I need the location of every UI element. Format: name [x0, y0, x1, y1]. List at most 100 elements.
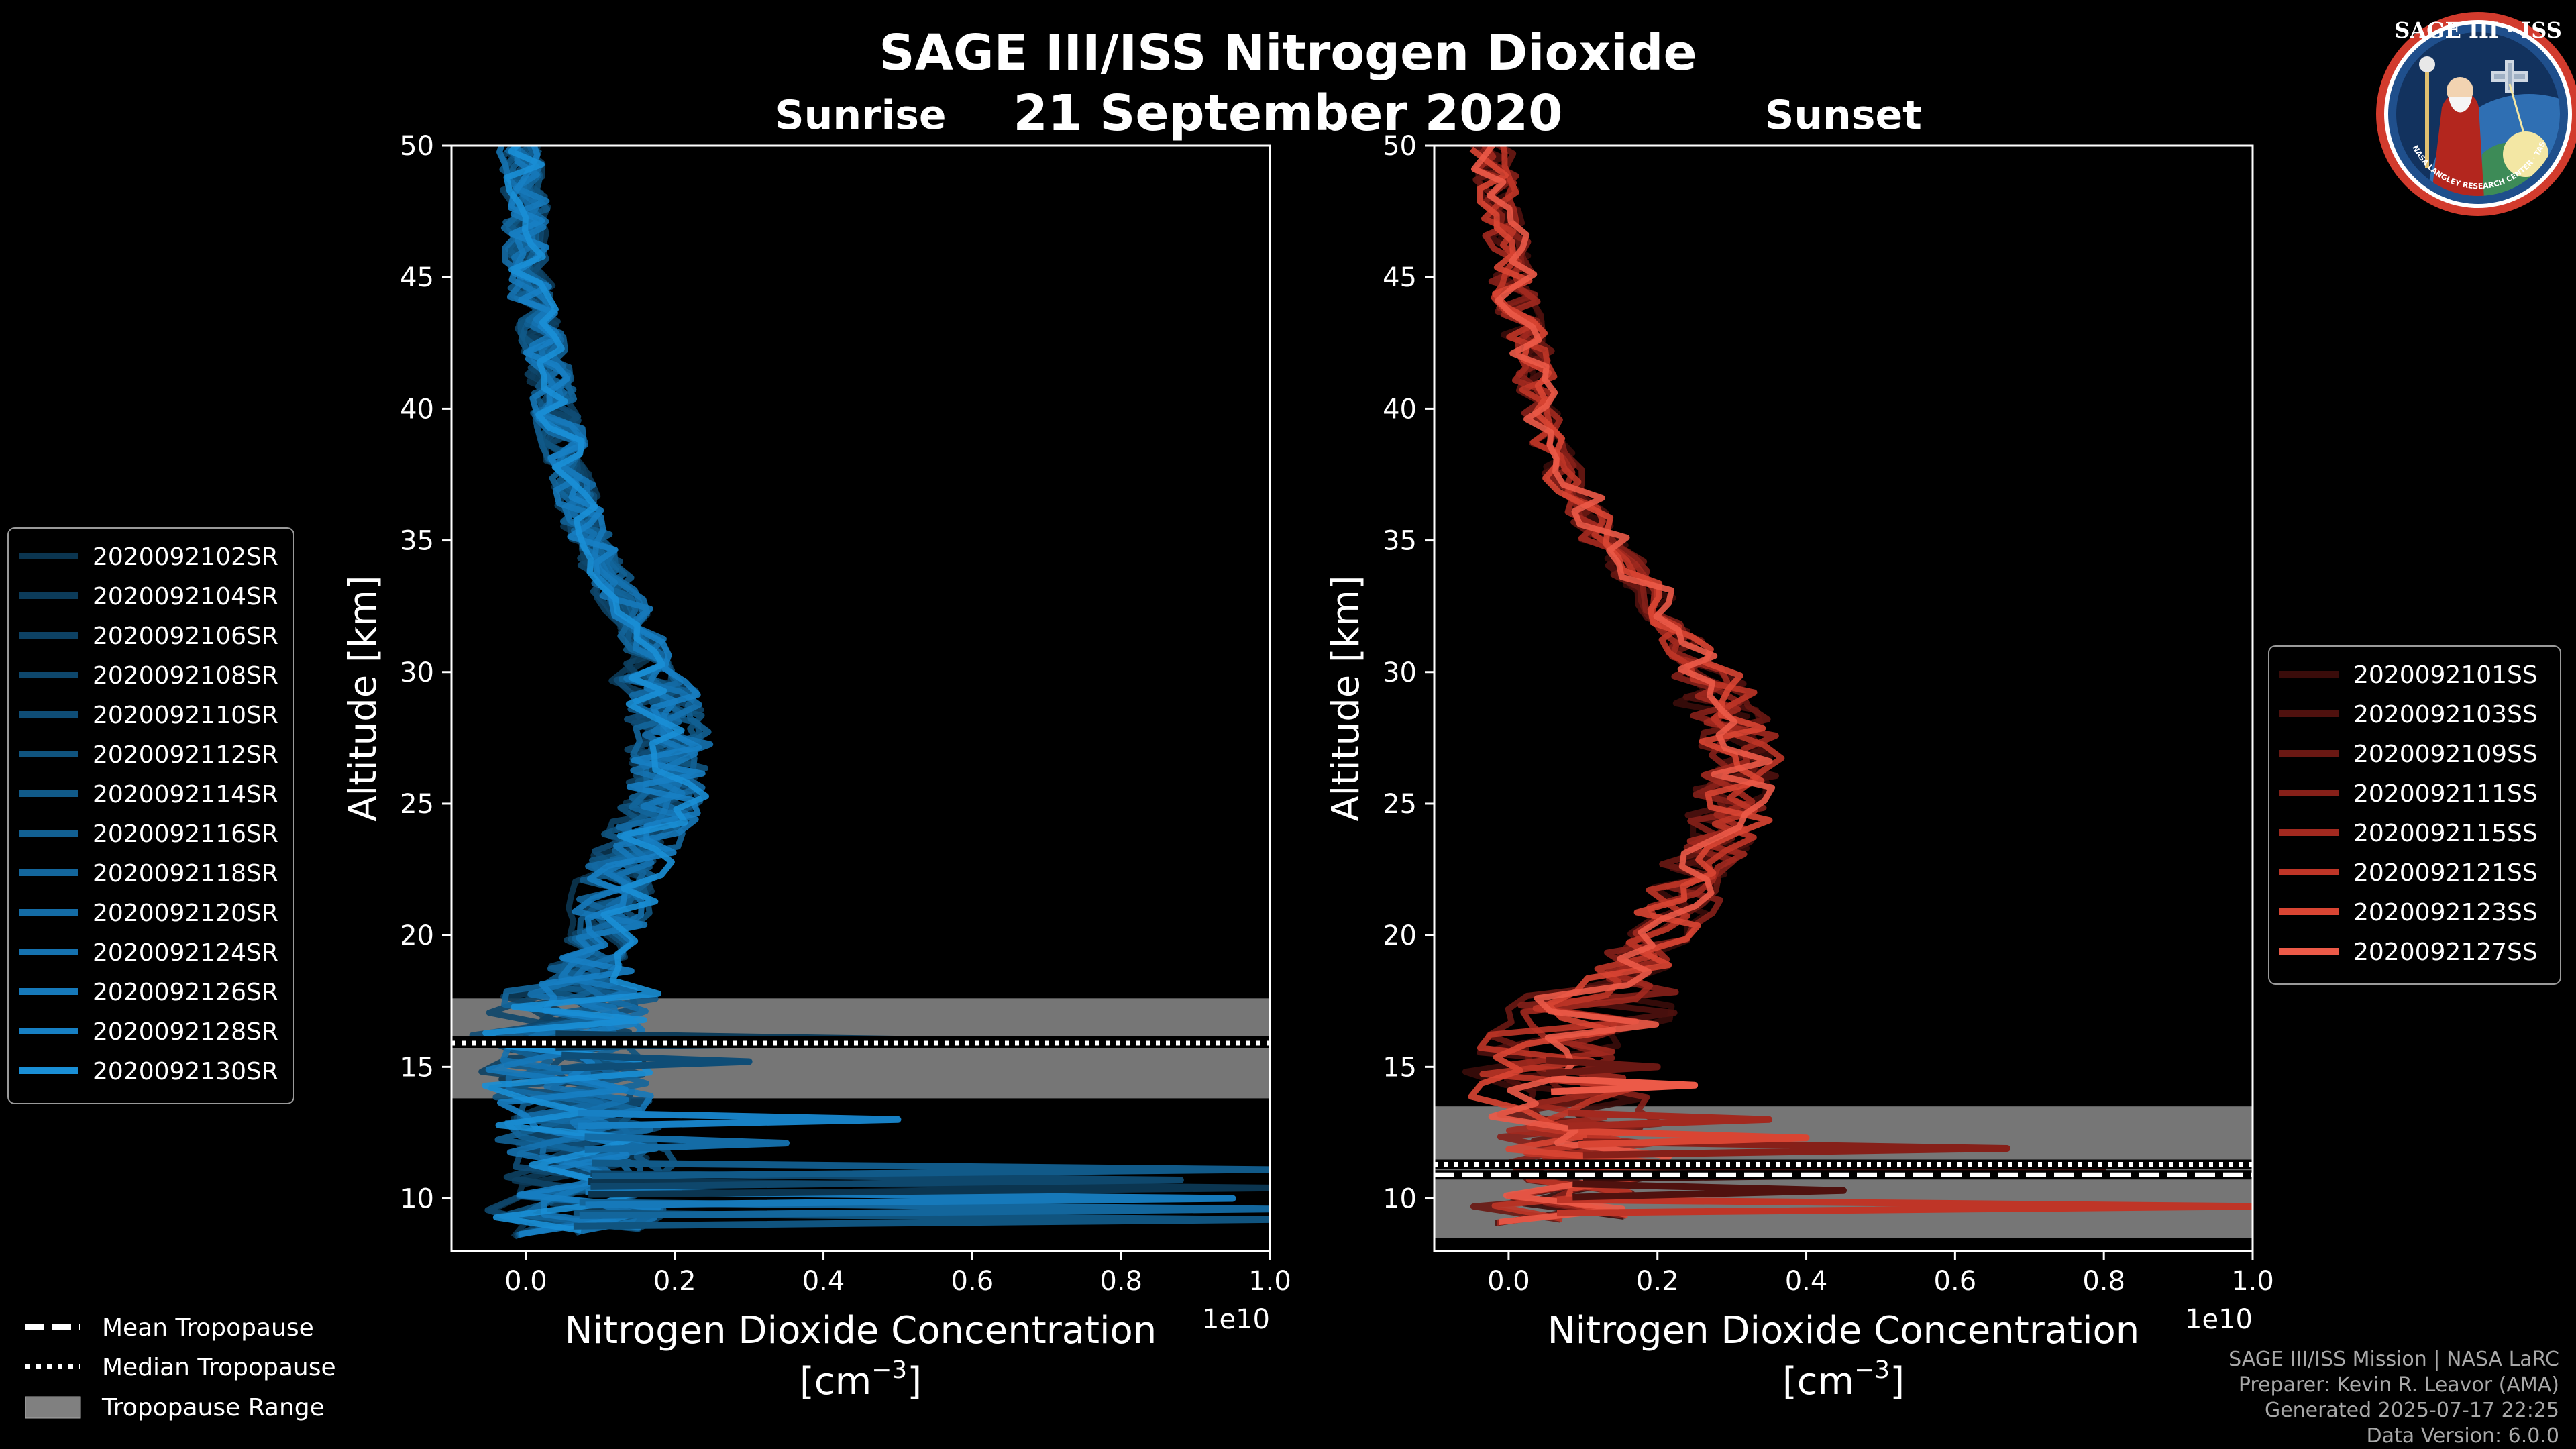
- sunrise-x-tick-label: 0.0: [504, 1266, 547, 1297]
- sunrise-profile-spike: [592, 1159, 1270, 1180]
- sunset-profile-spike: [1550, 1075, 1699, 1095]
- sunrise-x-tick-label: 1.0: [1248, 1266, 1291, 1297]
- sunset-legend-entry: 2020092123SS: [2353, 899, 2538, 926]
- sunrise-legend-entry: 2020092108SR: [93, 662, 278, 690]
- sunrise-legend-box: [7, 527, 294, 1104]
- sunrise-legend-entry: 2020092128SR: [93, 1018, 278, 1046]
- sunset-y-tick-label: 30: [1383, 657, 1417, 688]
- sunrise-panel: Sunrise 0.0 0.2 0.4 0.6 0.8 1.0 10 15 20 25 30 35 4…: [341, 92, 1291, 1403]
- sunset-legend-box: [2268, 645, 2561, 985]
- credit-line-generated: Generated 2025-07-17 22:25: [2265, 1399, 2559, 1422]
- tropopause-range-label: Tropopause Range: [101, 1394, 325, 1421]
- sunrise-legend-entry: 2020092124SR: [93, 939, 278, 967]
- sunset-y-tick-label: 40: [1383, 394, 1417, 425]
- tropopause-legend: Mean Tropopause Median Tropopause Tropop…: [25, 1314, 336, 1421]
- sunrise-legend-entry: 2020092120SR: [93, 900, 278, 927]
- sunset-y-tick-label: 35: [1383, 526, 1417, 557]
- sunset-x-axis-label: Nitrogen Dioxide Concentration: [1548, 1309, 2140, 1352]
- sunrise-x-tick-label: 0.2: [653, 1266, 696, 1297]
- sunrise-y-tick-label: 50: [400, 131, 434, 162]
- credit-line-preparer: Preparer: Kevin R. Leavor (AMA): [2239, 1373, 2559, 1397]
- sunset-axes-frame: [1433, 144, 2254, 1252]
- sunrise-legend-entry: 2020092114SR: [93, 781, 278, 808]
- sunset-legend-entry: 2020092109SS: [2353, 741, 2538, 768]
- badge-mission-name: SAGE III · ISS: [2394, 17, 2562, 43]
- figure-date: 21 September 2020: [1013, 85, 1562, 142]
- figure-title: SAGE III/ISS Nitrogen Dioxide: [879, 24, 1697, 82]
- sunset-profile-2020092127SS: [1471, 146, 1776, 1225]
- sunrise-x-axis-label: Nitrogen Dioxide Concentration: [565, 1309, 1157, 1352]
- sunrise-axes-frame: [450, 144, 1271, 1252]
- sunset-legend-entry: 2020092115SS: [2353, 820, 2538, 847]
- sunrise-legend-entry: 2020092106SR: [93, 623, 278, 650]
- sunset-y-tick-label: 50: [1383, 131, 1417, 162]
- sunset-title: Sunset: [1765, 92, 1922, 139]
- sunrise-y-tick-label: 25: [400, 789, 434, 820]
- sunrise-profile-spike: [578, 1110, 902, 1130]
- sunrise-y-tick-label: 40: [400, 394, 434, 425]
- sunrise-x-ticks: 0.0 0.2 0.4 0.6 0.8 1.0: [504, 1251, 1291, 1297]
- sunset-y-tick-label: 45: [1383, 262, 1417, 293]
- sunset-plot-area: [1434, 146, 2253, 1238]
- sunset-y-axis-label: Altitude [km]: [1324, 575, 1368, 821]
- sunset-y-tick-label: 25: [1383, 789, 1417, 820]
- sunset-legend-entry: 2020092111SS: [2353, 780, 2538, 808]
- sunrise-y-tick-label: 30: [400, 657, 434, 688]
- sunset-x-tick-label: 0.2: [1636, 1266, 1679, 1297]
- sunrise-legend-entry: 2020092116SR: [93, 820, 278, 848]
- credit-line-version: Data Version: 6.0.0: [2367, 1424, 2559, 1448]
- sunset-x-tick-label: 0.0: [1487, 1266, 1530, 1297]
- sunrise-title: Sunrise: [775, 92, 946, 139]
- sunrise-legend-entry: 2020092126SR: [93, 979, 278, 1006]
- sunset-profile-spike: [1572, 1180, 1847, 1201]
- sunset-profile-spike: [1578, 1128, 1810, 1148]
- sunrise-x-tick-label: 0.6: [951, 1266, 994, 1297]
- sunset-profile-spike: [1556, 1196, 2253, 1217]
- sunrise-y-tick-label: 15: [400, 1052, 434, 1083]
- sunrise-y-tick-label: 10: [400, 1184, 434, 1215]
- sunset-legend-entry: 2020092103SS: [2353, 701, 2538, 729]
- sunrise-legend: 2020092102SR 2020092104SR 2020092106SR 2020…: [7, 527, 294, 1104]
- sunrise-x-axis-unit: [cm−3]: [800, 1356, 922, 1403]
- tropopause-range-swatch: [25, 1396, 81, 1419]
- sunrise-legend-entry: 2020092112SR: [93, 741, 278, 769]
- sunset-x-axis-unit: [cm−3]: [1782, 1356, 1904, 1403]
- sunrise-x-tick-label: 0.8: [1099, 1266, 1142, 1297]
- sunrise-legend-entry: 2020092102SR: [93, 543, 278, 571]
- sunset-profile-spike: [1546, 1057, 1661, 1077]
- sunrise-legend-entry: 2020092130SR: [93, 1058, 278, 1085]
- sunrise-legend-entry: 2020092104SR: [93, 583, 278, 610]
- sunset-profile-spike: [1568, 1110, 1773, 1130]
- sunset-legend-entry: 2020092121SS: [2353, 859, 2538, 887]
- sunrise-y-ticks: 10 15 20 25 30 35 40 45 50: [400, 131, 451, 1215]
- mean-tropopause-label: Mean Tropopause: [102, 1314, 314, 1342]
- sunrise-y-tick-label: 20: [400, 920, 434, 951]
- sunset-x-tick-label: 0.8: [2082, 1266, 2125, 1297]
- sunset-x-tick-label: 0.6: [1934, 1266, 1977, 1297]
- sunset-y-ticks: 10 15 20 25 30 35 40 45 50: [1383, 131, 1434, 1215]
- sunrise-profile-spike: [561, 1051, 753, 1072]
- sunset-y-tick-label: 10: [1383, 1184, 1417, 1215]
- credit-line-mission: SAGE III/ISS Mission | NASA LaRC: [2229, 1348, 2559, 1371]
- sunrise-profile-2020092130SR: [482, 146, 709, 1234]
- sunset-legend-entry: 2020092101SS: [2353, 661, 2538, 689]
- sunrise-y-tick-label: 35: [400, 526, 434, 557]
- sunset-y-tick-label: 20: [1383, 920, 1417, 951]
- sunset-profile-spike: [1582, 1138, 2010, 1159]
- sunrise-plot-area: [451, 146, 1270, 1240]
- sunset-x-tick-label: 1.0: [2231, 1266, 2274, 1297]
- sunrise-y-axis-label: Altitude [km]: [341, 575, 385, 821]
- sunrise-x-tick-label: 0.4: [802, 1266, 845, 1297]
- sunrise-offset-text: 1e10: [1202, 1304, 1270, 1335]
- credits: SAGE III/ISS Mission | NASA LaRC Prepare…: [2229, 1348, 2559, 1448]
- sunset-x-tick-label: 0.4: [1785, 1266, 1828, 1297]
- sunset-panel: Sunset 0.0 0.2 0.4 0.6 0.8 1.0 10 15 20 25 30 35 40…: [1324, 92, 2274, 1403]
- sunrise-legend-entry: 2020092110SR: [93, 702, 278, 729]
- sunset-offset-text: 1e10: [2185, 1304, 2253, 1335]
- median-tropopause-label: Median Tropopause: [102, 1354, 336, 1381]
- sunrise-legend-entry: 2020092118SR: [93, 860, 278, 888]
- sunset-legend: 2020092101SS 2020092103SS 2020092109SS 2020…: [2268, 645, 2561, 985]
- sunset-y-tick-label: 15: [1383, 1052, 1417, 1083]
- sunset-x-ticks: 0.0 0.2 0.4 0.6 0.8 1.0: [1487, 1251, 2274, 1297]
